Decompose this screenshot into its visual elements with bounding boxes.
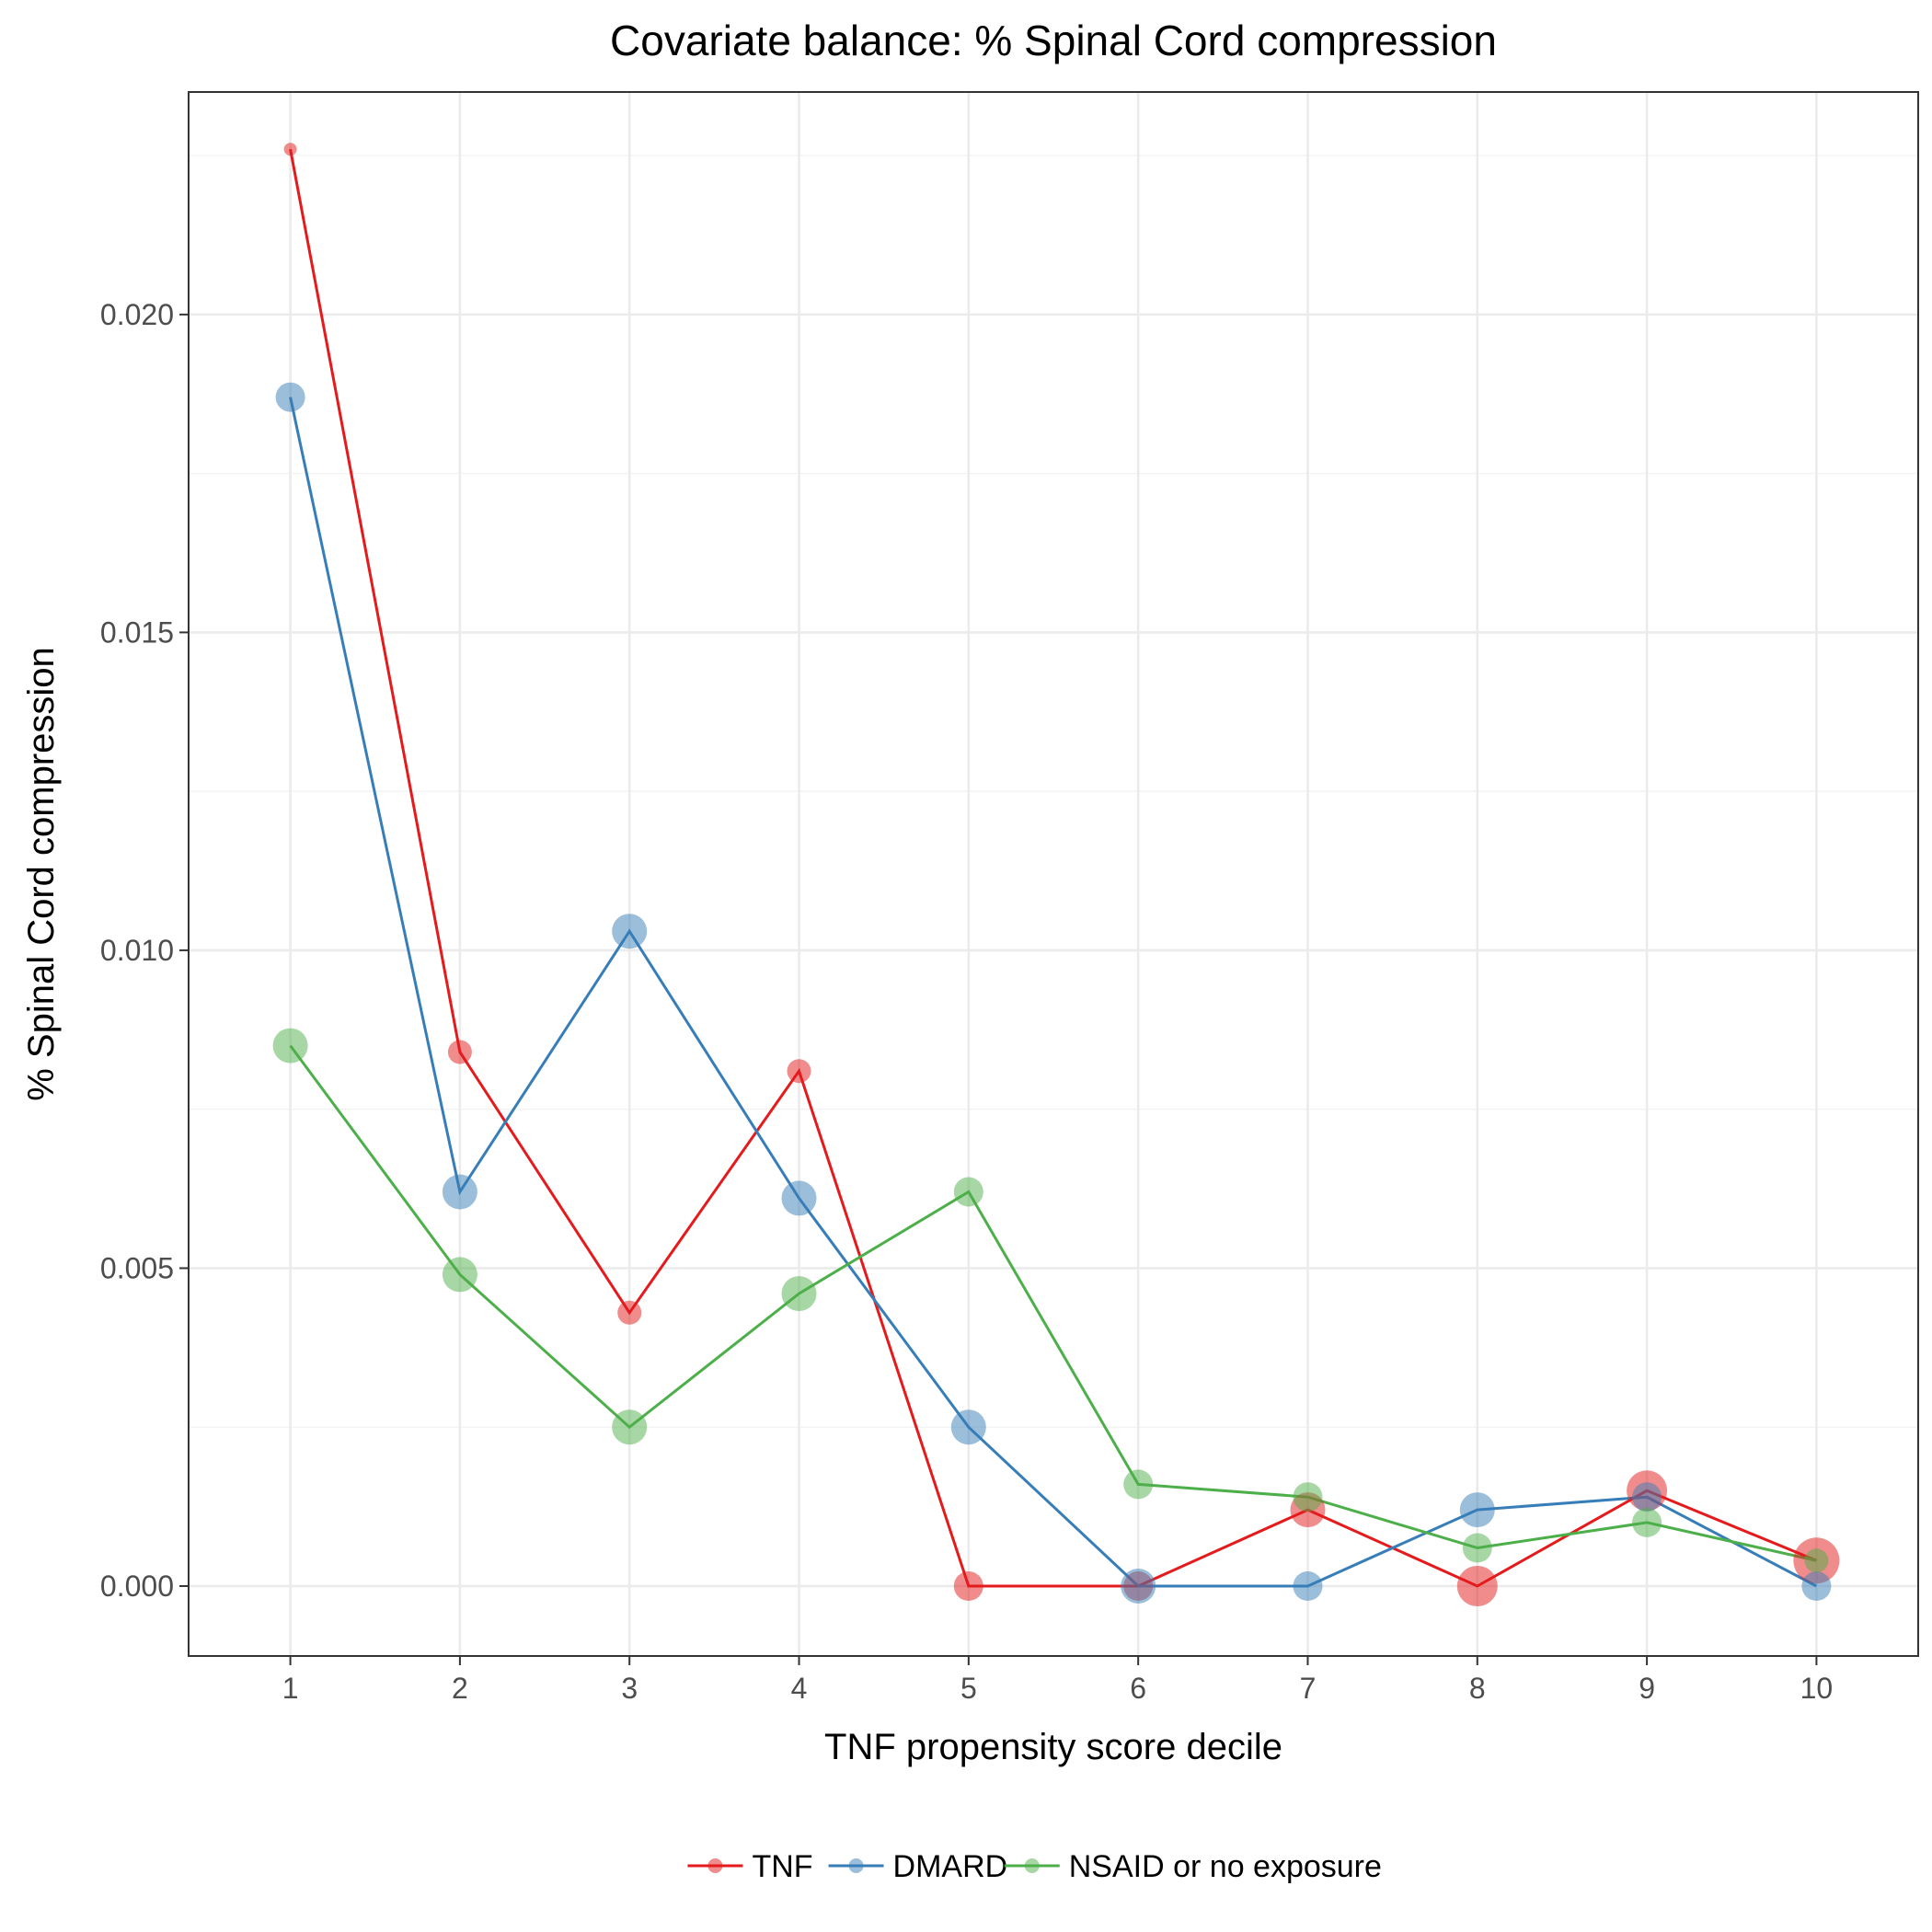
series-line-0 (289, 148, 1817, 1588)
x-tick-label: 2 (452, 1672, 468, 1705)
series-point-0 (953, 1571, 983, 1601)
legend-item-1: DMARD (828, 1849, 1008, 1884)
x-tick-label: 3 (621, 1672, 638, 1705)
series-points (272, 143, 1840, 1606)
x-axis-title: TNF propensity score decile (824, 1727, 1282, 1767)
series-point-2 (1632, 1507, 1662, 1537)
series-point-2 (612, 1409, 648, 1445)
x-axis: 1 2 3 4 5 6 7 8 9 10 (282, 1656, 1834, 1705)
series-point-2 (1123, 1469, 1154, 1500)
y-axis-title: % Spinal Cord compression (21, 647, 62, 1101)
series-point-0 (787, 1059, 811, 1084)
series-line-1 (289, 397, 1818, 1588)
series-point-1 (1293, 1571, 1323, 1601)
series-point-1 (1121, 1569, 1156, 1604)
y-tick-label: 0.010 (100, 934, 174, 967)
legend-key-point (848, 1858, 864, 1873)
legend-key-point (707, 1858, 723, 1873)
grid (189, 92, 1918, 1656)
legend-label: TNF (752, 1849, 812, 1884)
x-tick-label: 4 (791, 1672, 808, 1705)
legend: TNF DMARD NSAID or no exposure (687, 1849, 1382, 1884)
series-point-2 (953, 1177, 983, 1207)
y-tick-label: 0.005 (100, 1251, 174, 1284)
series-point-1 (781, 1180, 817, 1216)
y-tick-label: 0.000 (100, 1570, 174, 1603)
series-point-1 (1459, 1492, 1495, 1528)
x-tick-label: 1 (282, 1672, 299, 1705)
series-point-1 (275, 382, 305, 412)
legend-label: NSAID or no exposure (1069, 1849, 1382, 1884)
legend-label: DMARD (893, 1849, 1008, 1884)
series-point-1 (442, 1174, 477, 1210)
series-point-1 (1801, 1571, 1832, 1601)
y-tick-label: 0.020 (100, 298, 174, 331)
series-point-2 (1804, 1548, 1829, 1573)
x-tick-label: 9 (1639, 1672, 1655, 1705)
series-point-0 (1456, 1566, 1498, 1606)
series-point-1 (612, 914, 648, 949)
y-axis: 0.000 0.005 0.010 0.015 0.020 (100, 298, 189, 1603)
series-point-2 (1462, 1533, 1492, 1563)
panel-border (188, 91, 1919, 1657)
x-tick-label: 7 (1300, 1672, 1317, 1705)
series-point-2 (1293, 1482, 1323, 1512)
series-point-1 (1632, 1482, 1662, 1512)
x-tick-label: 10 (1800, 1672, 1834, 1705)
series-point-0 (617, 1300, 642, 1325)
chart-title: Covariate balance: % Spinal Cord compres… (610, 17, 1497, 64)
series-point-1 (950, 1409, 986, 1445)
x-tick-label: 5 (960, 1672, 977, 1705)
legend-key-point (1024, 1858, 1040, 1873)
series-point-2 (272, 1028, 308, 1064)
series-line-2 (289, 1044, 1817, 1562)
legend-item-0: TNF (687, 1849, 813, 1884)
series-point-0 (447, 1040, 472, 1064)
series-point-0 (283, 143, 297, 156)
series-lines (289, 148, 1818, 1588)
x-tick-label: 8 (1469, 1672, 1486, 1705)
legend-item-2: NSAID or no exposure (1004, 1849, 1382, 1884)
y-tick-label: 0.015 (100, 615, 174, 649)
x-tick-label: 6 (1130, 1672, 1146, 1705)
series-point-2 (781, 1276, 817, 1312)
series-point-2 (442, 1257, 477, 1293)
